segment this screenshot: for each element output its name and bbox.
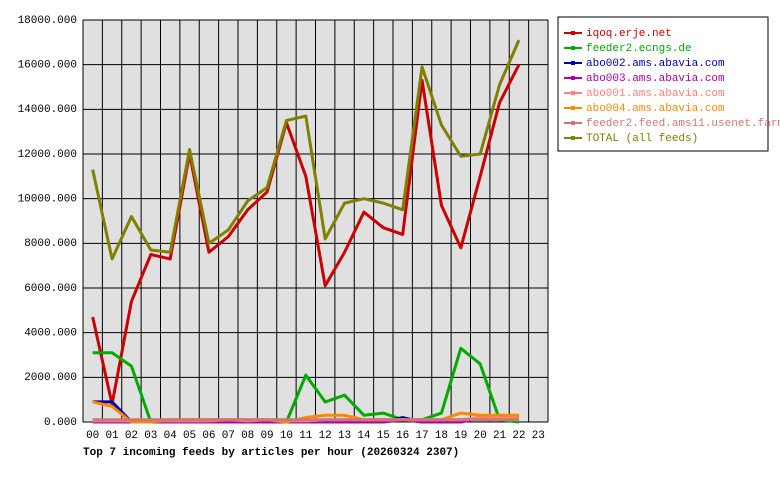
legend-label: abo002.ams.abavia.com: [586, 58, 725, 70]
legend-label: iqoq.erje.net: [586, 28, 672, 40]
legend-marker: [571, 76, 575, 80]
x-tick-label: 11: [299, 430, 313, 442]
legend-marker: [571, 31, 575, 35]
x-tick-label: 23: [532, 430, 545, 442]
series-line: [91, 39, 521, 261]
x-tick-label: 18: [435, 430, 448, 442]
y-tick-label: 16000.000: [18, 60, 77, 72]
legend-marker: [571, 91, 575, 95]
legend-label: TOTAL (all feeds): [586, 133, 698, 145]
x-tick-label: 20: [474, 430, 487, 442]
y-tick-label: 12000.000: [18, 149, 77, 161]
series-line: [91, 63, 521, 406]
x-tick-label: 16: [396, 430, 409, 442]
y-tick-label: 10000.000: [18, 194, 77, 206]
x-tick-label: 15: [377, 430, 390, 442]
y-tick-label: 18000.000: [18, 15, 77, 27]
y-tick-label: 4000.000: [24, 328, 77, 340]
x-tick-label: 04: [164, 430, 178, 442]
x-tick-label: 09: [260, 430, 273, 442]
legend-label: feeder2.ecngs.de: [586, 43, 692, 55]
legend-label: abo001.ams.abavia.com: [586, 88, 725, 100]
legend-marker: [571, 121, 575, 125]
legend-label: abo003.ams.abavia.com: [586, 73, 725, 85]
x-tick-label: 19: [454, 430, 467, 442]
y-tick-label: 8000.000: [24, 238, 77, 250]
legend-marker: [571, 136, 575, 140]
x-tick-label: 07: [222, 430, 235, 442]
legend-label: feeder2.feed.ams11.usenet.farm: [586, 118, 780, 130]
x-tick-label: 22: [512, 430, 525, 442]
y-tick-label: 0.000: [44, 417, 77, 429]
legend-box: [557, 16, 769, 152]
x-tick-label: 06: [202, 430, 215, 442]
chart-title: Top 7 incoming feeds by articles per hou…: [83, 447, 459, 459]
x-tick-label: 08: [241, 430, 254, 442]
x-tick-label: 02: [125, 430, 138, 442]
x-tick-label: 17: [415, 430, 428, 442]
y-tick-label: 14000.000: [18, 104, 77, 116]
x-tick-label: 01: [105, 430, 119, 442]
x-tick-label: 12: [319, 430, 332, 442]
x-tick-label: 03: [144, 430, 157, 442]
x-tick-label: 05: [183, 430, 196, 442]
legend-label: abo004.ams.abavia.com: [586, 103, 725, 115]
x-tick-label: 13: [338, 430, 351, 442]
legend-marker: [571, 46, 575, 50]
legend-marker: [571, 61, 575, 65]
y-tick-label: 6000.000: [24, 283, 77, 295]
x-tick-label: 00: [86, 430, 99, 442]
x-tick-label: 21: [493, 430, 507, 442]
legend-marker: [571, 106, 575, 110]
x-tick-label: 14: [357, 430, 371, 442]
y-tick-label: 2000.000: [24, 372, 77, 384]
x-tick-label: 10: [280, 430, 293, 442]
